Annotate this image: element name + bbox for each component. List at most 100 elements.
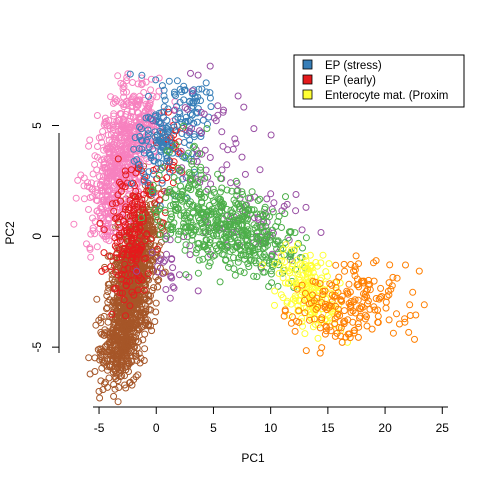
data-point [161, 206, 169, 214]
data-point [278, 224, 285, 231]
data-point [132, 256, 140, 264]
data-point [227, 213, 235, 221]
data-point [194, 287, 202, 295]
data-point [149, 145, 157, 153]
legend-label-ep-stress: EP (stress) [325, 60, 382, 72]
data-point [299, 322, 306, 330]
data-point [116, 162, 124, 169]
data-point [347, 308, 355, 316]
data-point [354, 296, 362, 304]
data-point [103, 304, 111, 312]
data-point [115, 384, 123, 391]
data-point [162, 286, 170, 293]
data-point [157, 138, 165, 146]
data-point [147, 154, 155, 162]
data-point [89, 214, 96, 222]
x-axis-label: PC1 [241, 451, 265, 465]
data-point [227, 179, 235, 187]
data-point [87, 230, 95, 238]
data-point [95, 387, 103, 395]
data-point [104, 348, 112, 356]
data-point [106, 333, 114, 341]
data-point [335, 273, 343, 281]
data-point [350, 267, 358, 275]
data-point [190, 86, 198, 94]
data-point [121, 372, 128, 380]
data-point [355, 323, 363, 331]
data-point [194, 269, 202, 277]
data-point [110, 110, 118, 118]
data-point [132, 103, 140, 111]
data-point [206, 202, 213, 209]
data-point [284, 234, 292, 242]
data-point [235, 202, 243, 210]
data-point [231, 135, 239, 143]
data-point [152, 308, 160, 316]
data-point [393, 274, 401, 282]
data-point [159, 164, 166, 172]
data-point [136, 133, 144, 140]
data-point [121, 330, 129, 338]
data-point [386, 261, 394, 269]
data-point [103, 292, 111, 300]
data-point [207, 103, 215, 111]
data-point [106, 313, 114, 321]
data-point [100, 226, 108, 234]
data-point [175, 227, 183, 235]
data-point [184, 149, 192, 157]
data-point [129, 121, 137, 129]
data-point [117, 187, 125, 195]
data-point [180, 219, 188, 227]
data-point [118, 358, 126, 365]
data-point [99, 186, 107, 194]
data-point [109, 368, 117, 376]
data-point [248, 206, 256, 214]
data-point [214, 102, 222, 110]
data-point [160, 114, 168, 121]
data-point [287, 300, 295, 308]
data-point [190, 99, 198, 107]
data-point [132, 352, 140, 360]
data-point [346, 288, 354, 296]
data-point [167, 272, 175, 280]
data-point [356, 304, 364, 312]
data-point [288, 277, 296, 285]
data-point [247, 243, 255, 251]
data-point [178, 130, 186, 137]
data-point [327, 327, 335, 335]
data-point [294, 241, 301, 249]
data-point [238, 153, 246, 161]
data-point [114, 377, 122, 385]
y-tick-label: -5 [30, 341, 44, 352]
data-point [259, 211, 267, 219]
data-point [204, 120, 211, 128]
data-point [256, 195, 264, 203]
series-5-points [138, 122, 310, 291]
data-point [132, 264, 140, 272]
data-point [179, 175, 186, 183]
data-point [110, 285, 118, 293]
data-point [251, 224, 259, 232]
data-point [288, 246, 296, 254]
data-point [241, 170, 249, 178]
data-point [281, 210, 289, 218]
data-point [118, 182, 126, 190]
data-point [104, 366, 111, 374]
data-point [211, 242, 219, 250]
data-point [117, 209, 125, 217]
data-point [290, 246, 298, 254]
data-point [198, 129, 206, 137]
data-point [128, 140, 136, 148]
data-point [181, 104, 189, 112]
data-point [182, 271, 190, 279]
data-point [161, 257, 169, 265]
data-point [215, 195, 223, 203]
data-point [128, 200, 136, 207]
data-point [122, 282, 130, 290]
data-point [376, 294, 384, 301]
data-point [97, 353, 105, 360]
data-point [250, 221, 258, 229]
data-point [211, 251, 219, 259]
data-point [93, 243, 101, 251]
data-point [241, 212, 248, 220]
